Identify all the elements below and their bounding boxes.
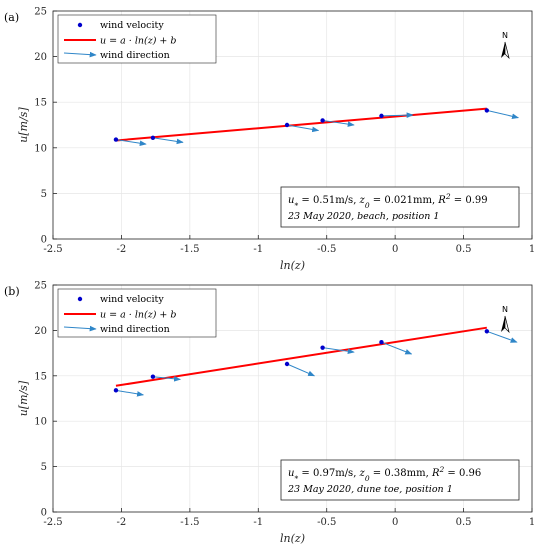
- north-label: N: [502, 305, 508, 314]
- legend-swatch-point: [77, 296, 83, 302]
- axes-box: [52, 284, 533, 513]
- series-fit-line: [115, 107, 487, 142]
- x-tick-label: -2: [117, 244, 127, 255]
- panel-0: -2.5 -2 -1.5 -1 -0.5 0 0.5 10510152025ln(z)u[m/…: [4, 7, 535, 273]
- series-points: [113, 108, 490, 142]
- x-axis-label: ln(z): [280, 532, 305, 545]
- north-arrow-left: [501, 316, 505, 332]
- y-tick-label: 10: [34, 417, 47, 428]
- wind-direction-arrow: [322, 119, 355, 127]
- wind-velocity-point: [320, 118, 325, 123]
- annotation: u* = 0.51m/s, z0 = 0.021mm, R2 = 0.9923 …: [280, 186, 520, 228]
- annotation-line-1: u* = 0.97m/s, z0 = 0.38mm, R2 = 0.96: [288, 465, 481, 483]
- panel-label: (b): [4, 285, 20, 298]
- y-tick-label: 25: [34, 7, 47, 18]
- annotation-line-1: u* = 0.51m/s, z0 = 0.021mm, R2 = 0.99: [288, 192, 488, 210]
- wind-velocity-point: [113, 137, 119, 142]
- legend-swatch-arrow: [63, 51, 97, 58]
- legend-label-fit: u = a · ln(z) + b: [100, 36, 177, 47]
- annotation-box: [280, 186, 520, 228]
- legend: wind velocity u = a · ln(z) + b wind direc…: [57, 288, 217, 338]
- legend: wind velocity u = a · ln(z) + b wind direc…: [57, 14, 217, 64]
- wind-direction-arrow: [286, 363, 316, 377]
- wind-direction-arrow: [486, 109, 519, 120]
- x-tick-label: -1.5: [180, 244, 199, 255]
- wind-velocity-point: [484, 329, 490, 334]
- x-tick-label: 0: [392, 244, 398, 255]
- x-tick-label: -0.5: [317, 244, 336, 255]
- wind-velocity-point: [379, 340, 384, 345]
- legend-label-fit: u = a · ln(z) + b: [100, 310, 177, 321]
- fit-line: [115, 107, 487, 142]
- north-label: N: [502, 31, 508, 40]
- wind-velocity-point: [113, 388, 119, 393]
- y-tick-label: 20: [34, 52, 47, 63]
- wind-velocity-point: [379, 113, 384, 119]
- y-tick-label: 5: [41, 189, 47, 200]
- y-tick-label: 15: [34, 98, 47, 109]
- north-arrow-right: [504, 315, 510, 334]
- wind-direction-arrow: [152, 376, 181, 382]
- north-arrow-icon: N: [501, 31, 510, 60]
- north-arrow-icon: N: [501, 305, 510, 334]
- x-tick-label: 1: [529, 517, 535, 528]
- wind-direction-arrow: [152, 137, 184, 145]
- x-tick-label: -2.5: [43, 244, 62, 255]
- wind-velocity-point: [284, 122, 290, 128]
- legend-swatch-point: [77, 22, 83, 28]
- wind-direction-arrow: [115, 139, 147, 146]
- legend-label-direction: wind direction: [100, 324, 170, 335]
- x-tick-label: -0.5: [317, 517, 336, 528]
- wind-direction-arrow: [286, 124, 320, 133]
- y-axis-label: u[m/s]: [17, 380, 30, 416]
- legend-label-velocity: wind velocity: [100, 294, 164, 305]
- wind-velocity-point: [150, 374, 156, 379]
- wind-direction-arrow: [486, 330, 518, 343]
- annotation-box: [280, 459, 520, 501]
- north-arrow-left: [501, 42, 505, 58]
- wind-velocity-point: [284, 361, 290, 367]
- x-tick-label: -2: [117, 517, 127, 528]
- wind-direction-arrow: [115, 389, 145, 397]
- x-axis-label: ln(z): [280, 259, 305, 272]
- wind-velocity-point: [484, 108, 490, 113]
- y-tick-label: 0: [41, 235, 47, 246]
- wind-direction-arrow: [381, 341, 413, 355]
- legend-label-direction: wind direction: [100, 50, 170, 61]
- x-tick-label: 0: [392, 517, 398, 528]
- legend-swatch-arrow: [63, 325, 97, 332]
- y-tick-label: 15: [34, 371, 47, 382]
- wind-direction-arrow: [322, 347, 355, 355]
- series-arrows: [115, 330, 518, 397]
- y-axis-label: u[m/s]: [17, 107, 30, 143]
- wind-velocity-point: [320, 345, 325, 350]
- axes-box: [52, 10, 533, 240]
- panel-label: (a): [4, 11, 19, 24]
- x-tick-label: -1.5: [180, 517, 199, 528]
- x-tick-label: 0.5: [456, 517, 472, 528]
- y-tick-label: 5: [41, 462, 47, 473]
- panel-1: -2.5 -2 -1.5 -1 -0.5 0 0.5 10510152025ln(z)u[m/…: [4, 281, 535, 546]
- y-tick-label: 20: [34, 326, 47, 337]
- y-tick-label: 25: [34, 281, 47, 292]
- north-arrow-right: [504, 41, 510, 60]
- x-tick-label: -2.5: [43, 517, 62, 528]
- y-tick-label: 0: [41, 508, 47, 519]
- x-tick-label: 0.5: [456, 244, 472, 255]
- wind-velocity-point: [150, 135, 156, 140]
- y-tick-label: 10: [34, 143, 47, 154]
- legend-label-velocity: wind velocity: [100, 20, 164, 31]
- x-tick-label: -1: [253, 244, 263, 255]
- series-points: [113, 329, 490, 393]
- annotation-line-2: 23 May 2020, beach, position 1: [287, 211, 439, 222]
- wind-direction-arrow: [381, 112, 414, 118]
- x-tick-label: -1: [253, 517, 263, 528]
- annotation-line-2: 23 May 2020, dune toe, position 1: [287, 484, 453, 495]
- series-arrows: [115, 109, 519, 146]
- x-tick-label: 1: [529, 244, 535, 255]
